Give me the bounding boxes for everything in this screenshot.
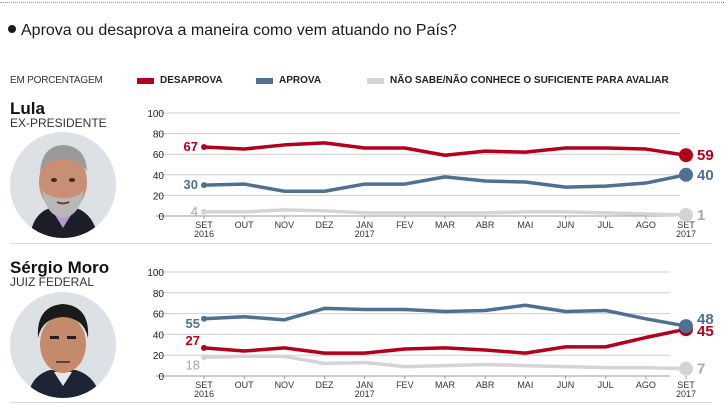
- x-tick-label: FEV: [396, 220, 414, 230]
- series-line-n-o-sabe: [202, 208, 688, 217]
- y-tick-label: 40: [153, 171, 165, 182]
- series-end-point: [679, 361, 693, 376]
- x-tick-label: OUT: [235, 220, 255, 230]
- bullet-icon: [8, 25, 16, 33]
- lula-portrait-illustration: [30, 145, 98, 238]
- x-tick-label: JAN: [356, 220, 373, 230]
- y-tick-label: 0: [158, 212, 164, 223]
- x-tick-label: ABR: [476, 380, 495, 390]
- series-start-label: 30: [184, 177, 198, 192]
- x-tick-year: 2017: [355, 389, 375, 399]
- y-tick-label: 20: [153, 351, 165, 362]
- person-role-lula: EX-PRESIDENTE: [10, 116, 107, 130]
- question-text: Aprova ou desaprova a maneira como vem a…: [21, 22, 457, 39]
- series-end-label: 59: [697, 147, 714, 164]
- series-start-point: [201, 315, 207, 322]
- series-end-point: [679, 167, 693, 182]
- y-tick-label: 40: [153, 330, 165, 341]
- series-end-point: [679, 148, 693, 163]
- x-tick-label: OUT: [235, 380, 255, 390]
- series-end-point: [679, 207, 693, 222]
- moro-portrait: [10, 292, 116, 398]
- x-tick-label: MAI: [517, 220, 533, 230]
- unit-label: EM PORCENTAGEM: [10, 75, 103, 86]
- person-name-moro: Sérgio Moro: [10, 258, 110, 277]
- x-tick-label: SET: [677, 220, 695, 230]
- legend-label: NÃO SABE/NÃO CONHECE O SUFICIENTE PARA A…: [390, 75, 669, 86]
- series-start-point: [201, 208, 207, 215]
- series-end-label: 7: [697, 361, 705, 378]
- x-tick-label: DEZ: [316, 220, 335, 230]
- legend-swatch-nao-sabe: [367, 77, 384, 84]
- lula-portrait: [10, 132, 116, 238]
- series-start-point: [201, 182, 207, 189]
- question-title: Aprova ou desaprova a maneira como vem a…: [8, 22, 457, 40]
- series-end-label: 48: [697, 311, 714, 328]
- x-tick-label: FEV: [396, 380, 414, 390]
- y-tick-label: 100: [147, 109, 164, 120]
- legend-item-desaprova: DESAPROVA: [137, 75, 223, 86]
- x-tick-year: 2017: [676, 389, 696, 399]
- series-start-point: [201, 344, 207, 351]
- y-tick-label: 80: [153, 130, 165, 141]
- x-tick-label: NOV: [275, 380, 295, 390]
- y-tick-label: 60: [153, 310, 165, 321]
- x-tick-label: JUN: [557, 220, 575, 230]
- x-tick-label: SET: [677, 380, 695, 390]
- top-dotted-rule: [0, 2, 724, 3]
- series-start-point: [201, 354, 207, 361]
- x-tick-year: 2016: [194, 229, 214, 239]
- series-start-label: 18: [186, 357, 200, 372]
- x-tick-label: JAN: [356, 380, 373, 390]
- series-start-label: 27: [186, 333, 200, 348]
- moro-portrait-illustration: [28, 304, 100, 398]
- legend-item-aprova: APROVA: [256, 75, 321, 86]
- x-tick-label: MAI: [517, 380, 533, 390]
- person-name-lula: Lula: [10, 99, 45, 118]
- y-tick-label: 60: [153, 150, 165, 161]
- series-end-label: 40: [697, 167, 714, 184]
- series-end-point: [679, 319, 693, 334]
- series-start-label: 4: [191, 204, 198, 219]
- legend-swatch-desaprova: [137, 77, 154, 84]
- person-role-moro: JUIZ FEDERAL: [10, 275, 95, 289]
- x-tick-label: SET: [195, 220, 213, 230]
- x-tick-year: 2017: [355, 229, 375, 239]
- series-line-desaprova: [202, 141, 688, 157]
- series-start-label: 55: [186, 316, 200, 331]
- x-tick-label: AGO: [636, 220, 656, 230]
- section-divider: [10, 243, 712, 244]
- series-start-point: [201, 143, 207, 150]
- legend-label: DESAPROVA: [160, 75, 223, 86]
- x-tick-year: 2017: [676, 229, 696, 239]
- series-end-label: 45: [697, 323, 714, 340]
- x-tick-label: JUL: [598, 380, 614, 390]
- x-tick-label: DEZ: [316, 380, 335, 390]
- series-line-n-o-sabe: [202, 354, 688, 371]
- y-tick-label: 20: [153, 191, 165, 202]
- x-tick-label: ABR: [476, 220, 495, 230]
- x-tick-label: JUN: [557, 380, 575, 390]
- y-tick-label: 80: [153, 289, 165, 300]
- y-tick-label: 100: [147, 268, 164, 279]
- series-line-aprova: [202, 303, 688, 328]
- series-end-label: 1: [697, 207, 705, 224]
- x-tick-label: NOV: [275, 220, 295, 230]
- section-divider: [10, 402, 712, 403]
- x-tick-label: MAR: [435, 220, 456, 230]
- legend-label: APROVA: [279, 75, 322, 86]
- series-start-label: 67: [184, 139, 198, 154]
- x-tick-label: AGO: [636, 380, 656, 390]
- x-tick-label: JUL: [598, 220, 614, 230]
- legend-swatch-aprova: [256, 77, 273, 84]
- x-tick-label: SET: [195, 380, 213, 390]
- legend-item-nao-sabe: NÃO SABE/NÃO CONHECE O SUFICIENTE PARA A…: [367, 75, 669, 86]
- series-line-desaprova: [202, 327, 688, 355]
- legend: EM PORCENTAGEM DESAPROVA APROVA NÃO SABE…: [0, 75, 724, 89]
- x-tick-year: 2016: [194, 389, 214, 399]
- y-tick-label: 0: [158, 372, 164, 383]
- series-line-aprova: [202, 173, 688, 194]
- x-tick-label: MAR: [435, 380, 456, 390]
